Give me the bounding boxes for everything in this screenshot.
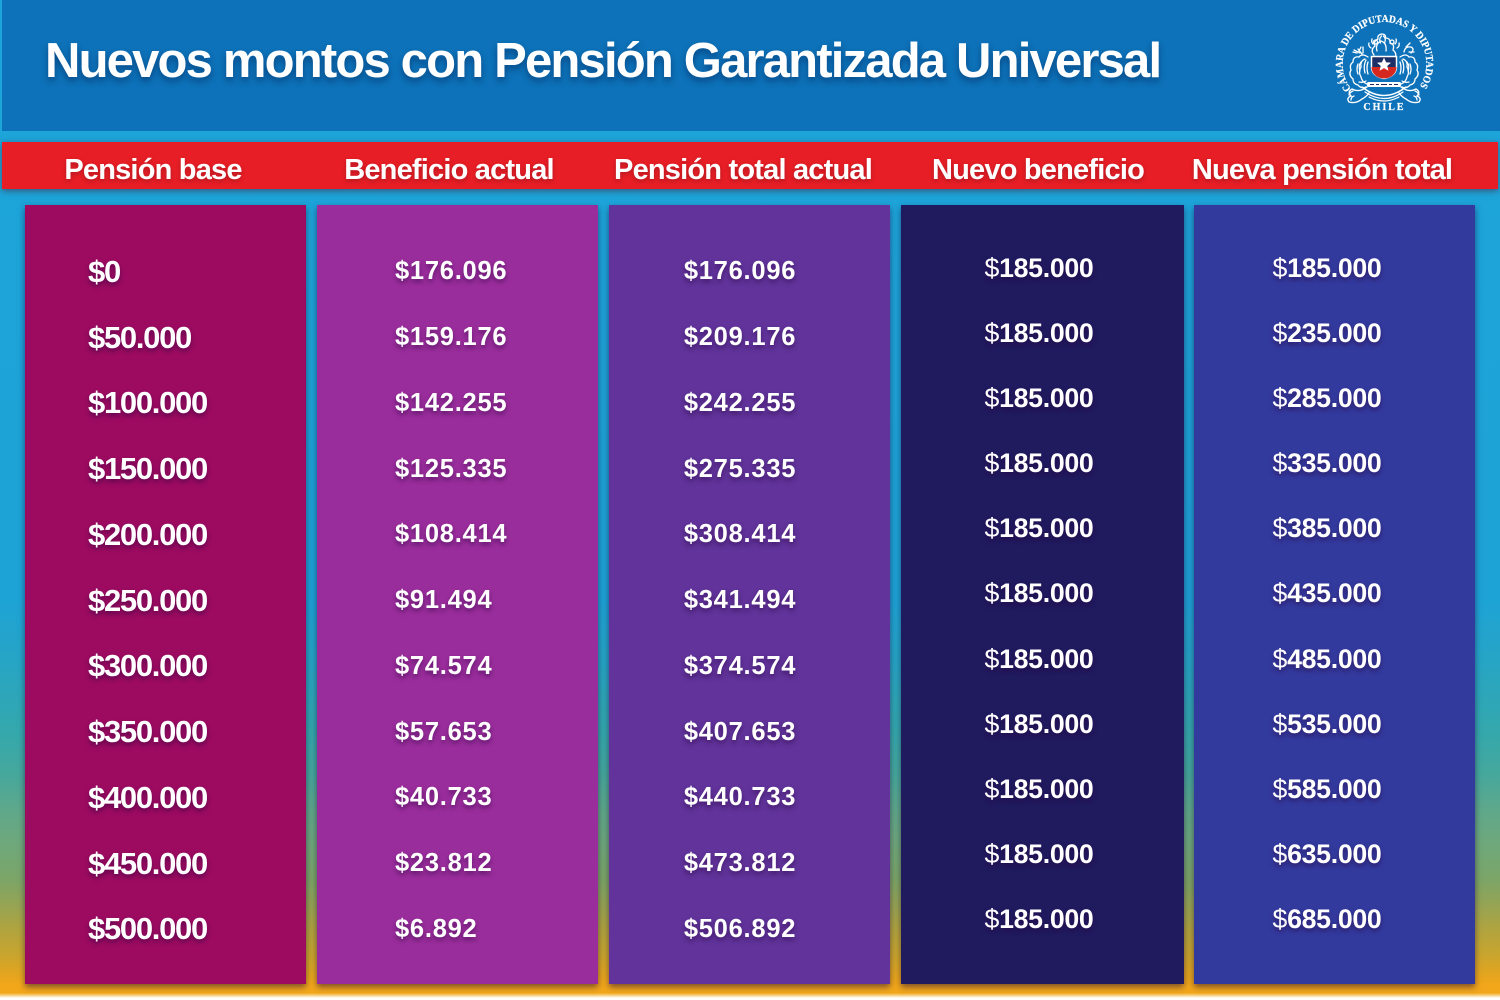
svg-text:CHILE: CHILE <box>1363 102 1405 113</box>
svg-text:CÁMARA DE DIPUTADAS Y DIPUTADO: CÁMARA DE DIPUTADAS Y DIPUTADOS <box>1335 14 1435 94</box>
